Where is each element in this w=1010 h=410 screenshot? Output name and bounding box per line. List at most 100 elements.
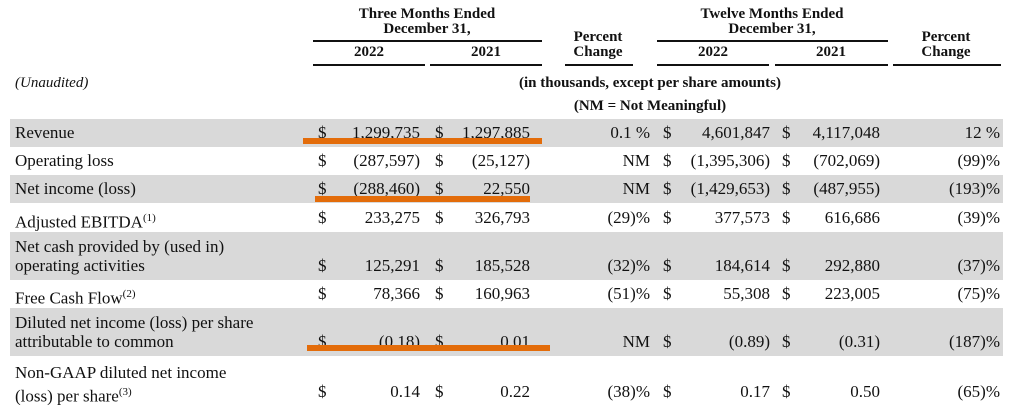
cell: $ [318, 284, 327, 303]
cell: 160,963 [474, 284, 530, 303]
cell: 0.17 [740, 382, 770, 401]
cell: (487,955) [813, 179, 880, 198]
cell: $ [782, 284, 791, 303]
column-header: Twelve Months Ended [700, 6, 844, 22]
cell: 0.22 [500, 382, 530, 401]
cell: 22,550 [483, 179, 530, 198]
rule [775, 64, 888, 66]
cell: 185,528 [474, 256, 530, 275]
rule [565, 64, 633, 66]
column-header: Percent [921, 29, 971, 45]
cell: 223,005 [824, 284, 880, 303]
year-header: 2022 [698, 44, 728, 60]
year-header: 2021 [471, 44, 501, 60]
cell: $ [435, 256, 444, 275]
cell: (1,395,306) [690, 151, 770, 170]
year-header: 2022 [354, 44, 384, 60]
cell: $ [782, 332, 791, 351]
cell: (65)% [957, 382, 1000, 401]
cell: (25,127) [471, 151, 530, 170]
cell: $ [663, 284, 672, 303]
units-note: (in thousands, except per share amounts) [519, 75, 781, 91]
cell: 233,275 [364, 208, 420, 227]
highlight-mark [307, 345, 550, 351]
row-label: (loss) per share(3) [15, 386, 132, 406]
row-label: Free Cash Flow(2) [15, 288, 136, 308]
row-label: Non-GAAP diluted net income [15, 363, 227, 382]
cell: NM [622, 179, 650, 198]
cell: (99)% [957, 151, 1000, 170]
row-band [10, 232, 1003, 280]
highlight-mark [303, 138, 542, 144]
row-label: Operating loss [15, 151, 114, 170]
cell: 12 % [964, 123, 1000, 142]
cell: $ [318, 332, 327, 351]
column-header: Change [573, 44, 623, 60]
cell: $ [663, 151, 672, 170]
cell: (32)% [607, 256, 650, 275]
cell: (39)% [957, 208, 1000, 227]
cell: $ [782, 208, 791, 227]
cell: $ [435, 332, 444, 351]
cell: 1,297,885 [462, 123, 530, 142]
cell: (51)% [607, 284, 650, 303]
row-label: Net cash provided by (used in) [15, 237, 225, 256]
cell: $ [435, 208, 444, 227]
cell: $ [318, 382, 327, 401]
cell: 1,299,735 [352, 123, 420, 142]
cell: $ [663, 179, 672, 198]
footnote-ref: (3) [118, 386, 132, 398]
cell: $ [663, 208, 672, 227]
cell: 377,573 [714, 208, 770, 227]
cell: $ [435, 179, 444, 198]
cell: 0.14 [390, 382, 420, 401]
column-header: Change [921, 44, 971, 60]
cell: (0.31) [838, 332, 880, 351]
cell: 4,117,048 [812, 123, 880, 142]
cell: $ [782, 382, 791, 401]
cell: $ [663, 256, 672, 275]
cell: $ [318, 256, 327, 275]
cell: 0.1 % [610, 123, 650, 142]
cell: (0.89) [728, 332, 770, 351]
row-label: Adjusted EBITDA(1) [15, 212, 156, 232]
cell: NM [622, 332, 650, 351]
footnote-ref: (1) [142, 212, 156, 224]
cell: 292,880 [824, 256, 880, 275]
column-header: December 31, [383, 21, 471, 37]
cell: 125,291 [364, 256, 420, 275]
rule [313, 64, 425, 66]
cell: 184,614 [714, 256, 770, 275]
cell: (1,429,653) [690, 179, 770, 198]
cell: 55,308 [723, 284, 770, 303]
cell: (288,460) [353, 179, 420, 198]
row-label: attributable to common [15, 332, 174, 351]
cell: (193)% [949, 179, 1000, 198]
cell: $ [782, 179, 791, 198]
unaudited: (Unaudited) [15, 75, 89, 91]
column-header: December 31, [728, 21, 816, 37]
cell: $ [435, 151, 444, 170]
cell: (702,069) [813, 151, 880, 170]
cell: 78,366 [373, 284, 420, 303]
cell: $ [782, 123, 791, 142]
row-label: Revenue [15, 123, 75, 142]
cell: $ [435, 382, 444, 401]
cell: (29)% [607, 208, 650, 227]
cell: $ [663, 123, 672, 142]
cell: (75)% [957, 284, 1000, 303]
cell: 0.50 [850, 382, 880, 401]
year-header: 2021 [816, 44, 846, 60]
rule [657, 64, 769, 66]
cell: (38)% [607, 382, 650, 401]
cell: (37)% [957, 256, 1000, 275]
cell: $ [663, 382, 672, 401]
cell: $ [435, 123, 444, 142]
cell: 4,601,847 [702, 123, 770, 142]
column-header: Three Months Ended [358, 6, 496, 22]
row-label: Net income (loss) [15, 179, 136, 198]
cell: 326,793 [474, 208, 530, 227]
cell: $ [663, 332, 672, 351]
cell: $ [318, 151, 327, 170]
